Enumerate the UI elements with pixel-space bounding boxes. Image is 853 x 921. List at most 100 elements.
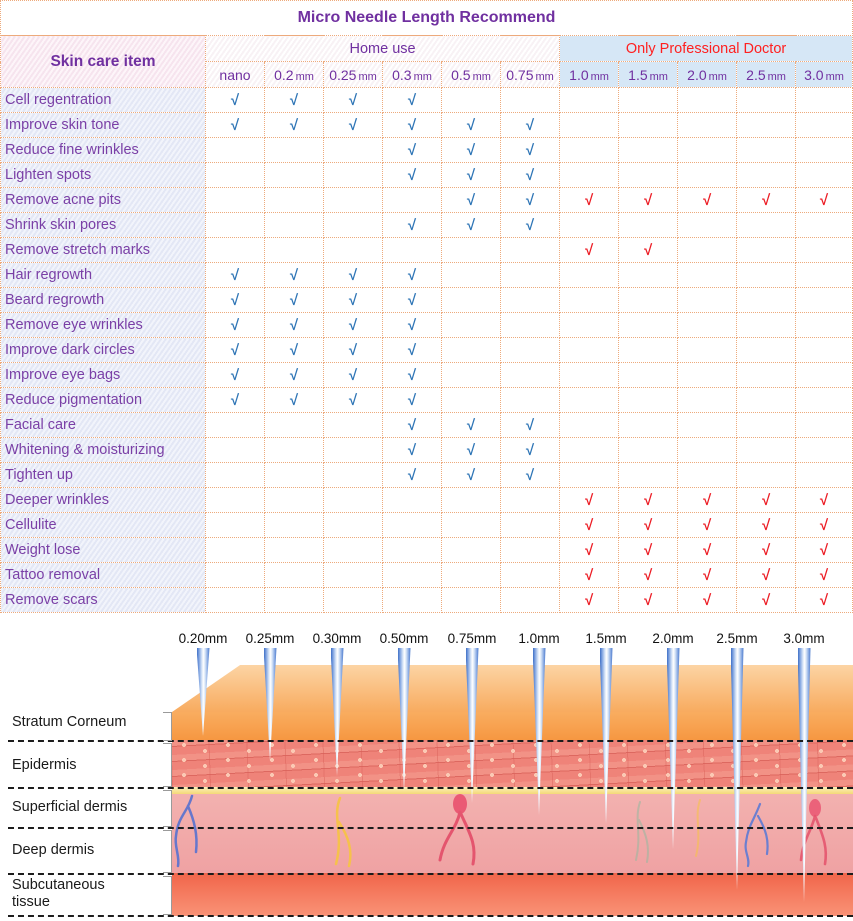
table-row: Hair regrowth √ √ √ √ [0, 262, 853, 288]
empty-cell [618, 362, 679, 388]
unit-label: mm [708, 70, 727, 83]
empty-cell [559, 162, 620, 188]
table-row: Remove eye wrinkles √ √ √ √ [0, 312, 853, 338]
check-mark-cell: √ [795, 537, 853, 563]
empty-cell [205, 162, 265, 188]
check-mark-cell: √ [559, 587, 620, 613]
table-row: Reduce pigmentation √ √ √ √ [0, 387, 853, 413]
check-mark-cell: √ [677, 562, 738, 588]
empty-cell [559, 462, 620, 488]
check-mark-cell: √ [559, 512, 620, 538]
empty-cell [559, 387, 620, 413]
empty-cell [795, 87, 853, 113]
check-mark-cell: √ [205, 287, 265, 313]
empty-cell [205, 537, 265, 563]
empty-cell [205, 212, 265, 238]
empty-cell [499, 387, 561, 413]
layer-bracket [163, 830, 172, 873]
empty-cell [736, 87, 797, 113]
needle-length-label: 2.0mm [652, 631, 694, 646]
empty-cell [677, 312, 738, 338]
empty-cell [441, 487, 501, 513]
empty-cell [264, 137, 324, 163]
table-row: Improve eye bags √ √ √ √ [0, 362, 853, 388]
empty-cell [499, 337, 561, 363]
table-row: Lighten spots √ √ √ [0, 162, 853, 188]
table-row: Tattoo removal √ √ √ √ √ [0, 562, 853, 588]
check-mark-cell: √ [499, 212, 561, 238]
empty-cell [323, 162, 383, 188]
check-mark-cell: √ [499, 137, 561, 163]
unit-label: mm [295, 70, 314, 83]
empty-cell [795, 112, 853, 138]
empty-cell [382, 512, 442, 538]
table-row: Cell regentration √ √ √ √ [0, 87, 853, 113]
empty-cell [677, 387, 738, 413]
empty-cell [441, 287, 501, 313]
empty-cell [441, 387, 501, 413]
empty-cell [441, 237, 501, 263]
check-mark-cell: √ [382, 212, 442, 238]
empty-cell [618, 162, 679, 188]
layer-boundary-dashed-line [8, 915, 853, 917]
empty-cell [205, 462, 265, 488]
table-row: Remove scars √ √ √ √ √ [0, 587, 853, 613]
check-mark-cell: √ [323, 362, 383, 388]
check-mark-cell: √ [618, 237, 679, 263]
check-mark-cell: √ [441, 412, 501, 438]
column-header-1.5: 1.5 mm [618, 61, 679, 88]
empty-cell [559, 262, 620, 288]
check-mark-cell: √ [795, 487, 853, 513]
empty-cell [499, 362, 561, 388]
empty-cell [382, 187, 442, 213]
check-mark-cell: √ [618, 187, 679, 213]
empty-cell [559, 287, 620, 313]
empty-cell [205, 237, 265, 263]
empty-cell [677, 462, 738, 488]
empty-cell [736, 262, 797, 288]
empty-cell [618, 137, 679, 163]
row-label: Tattoo removal [0, 562, 206, 588]
empty-cell [618, 87, 679, 113]
empty-cell [736, 362, 797, 388]
empty-cell [382, 587, 442, 613]
check-mark-cell: √ [205, 87, 265, 113]
empty-cell [323, 237, 383, 263]
skin-layer-label: Epidermis [12, 757, 77, 773]
empty-cell [499, 287, 561, 313]
table-row: Beard regrowth √ √ √ √ [0, 287, 853, 313]
unit-label: mm [535, 70, 554, 83]
empty-cell [264, 212, 324, 238]
empty-cell [736, 437, 797, 463]
empty-cell [441, 337, 501, 363]
group-header-row: Skin care item Home use Only Professiona… [0, 35, 853, 88]
check-mark-cell: √ [618, 512, 679, 538]
table-row: Whitening & moisturizing √ √ √ [0, 437, 853, 463]
empty-cell [264, 462, 324, 488]
basement-membrane-band [172, 787, 853, 794]
needle-length-label: 0.20mm [178, 631, 228, 646]
empty-cell [795, 412, 853, 438]
empty-cell [499, 562, 561, 588]
check-mark-cell: √ [736, 487, 797, 513]
check-mark-cell: √ [736, 187, 797, 213]
empty-cell [323, 212, 383, 238]
check-mark-cell: √ [323, 337, 383, 363]
empty-cell [618, 212, 679, 238]
table-row: Remove acne pits √ √ √ √ √ √ √ [0, 187, 853, 213]
check-mark-cell: √ [382, 262, 442, 288]
layer-bracket [163, 790, 172, 827]
empty-cell [618, 287, 679, 313]
table-row: Tighten up √ √ √ [0, 462, 853, 488]
check-mark-cell: √ [795, 587, 853, 613]
empty-cell [382, 487, 442, 513]
empty-cell [677, 337, 738, 363]
empty-cell [736, 387, 797, 413]
empty-cell [677, 162, 738, 188]
empty-cell [795, 162, 853, 188]
empty-cell [618, 312, 679, 338]
empty-cell [441, 312, 501, 338]
check-mark-cell: √ [499, 112, 561, 138]
empty-cell [441, 562, 501, 588]
empty-cell [205, 512, 265, 538]
